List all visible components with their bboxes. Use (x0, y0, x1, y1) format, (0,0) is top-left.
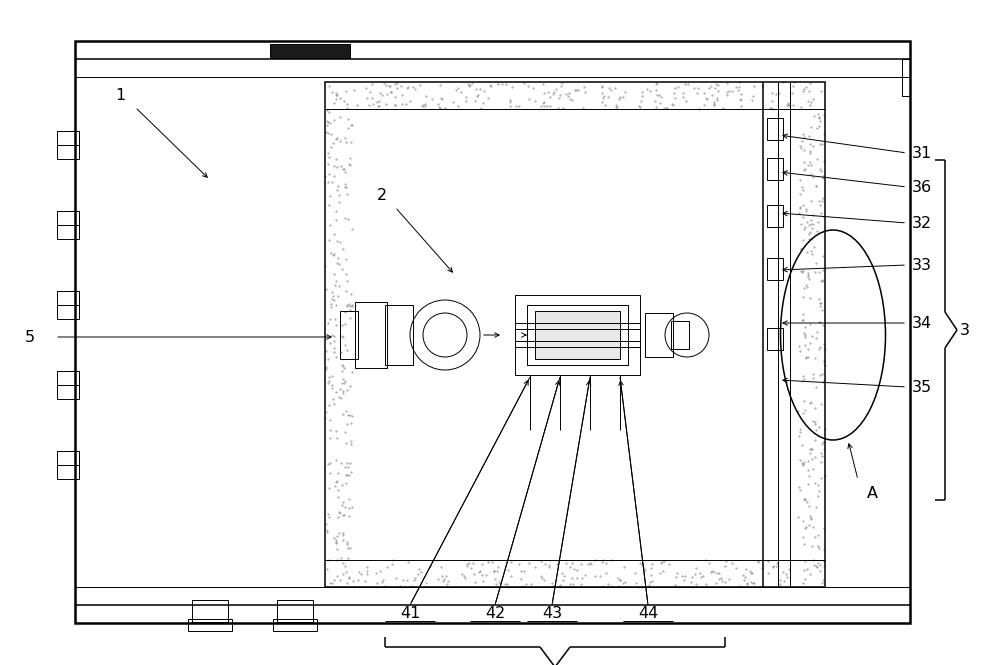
Text: 32: 32 (912, 215, 932, 231)
Text: 42: 42 (485, 606, 505, 620)
Text: 31: 31 (912, 146, 932, 160)
Bar (340, 311, 358, 359)
Text: 34: 34 (912, 315, 932, 331)
Bar (270, 44, 350, 58)
Bar (767, 205, 783, 227)
Bar (535, 311, 620, 359)
Bar (273, 619, 317, 631)
Bar (192, 600, 228, 622)
Bar (355, 302, 387, 368)
Bar (767, 158, 783, 180)
Text: 43: 43 (542, 606, 562, 620)
Bar (767, 258, 783, 280)
Bar (767, 118, 783, 140)
Text: 35: 35 (912, 380, 932, 394)
Text: 1: 1 (115, 88, 125, 102)
Bar (671, 321, 689, 349)
Bar (902, 59, 910, 96)
Bar (527, 305, 628, 365)
Bar (277, 600, 313, 622)
Bar (515, 295, 640, 375)
Text: 33: 33 (912, 257, 932, 273)
Bar (385, 305, 413, 365)
Text: 2: 2 (377, 188, 387, 203)
Text: 5: 5 (25, 329, 35, 344)
Bar (767, 328, 783, 350)
Text: A: A (867, 485, 878, 501)
Bar (325, 82, 825, 587)
Bar (75, 41, 910, 623)
Text: 3: 3 (960, 323, 970, 338)
Bar (57, 211, 79, 239)
Bar (57, 131, 79, 159)
Bar (188, 619, 232, 631)
Bar (57, 291, 79, 319)
Text: 36: 36 (912, 180, 932, 194)
Text: 41: 41 (400, 606, 420, 620)
Bar (57, 371, 79, 399)
Bar (645, 313, 673, 357)
Bar (57, 451, 79, 479)
Text: 44: 44 (638, 606, 658, 620)
